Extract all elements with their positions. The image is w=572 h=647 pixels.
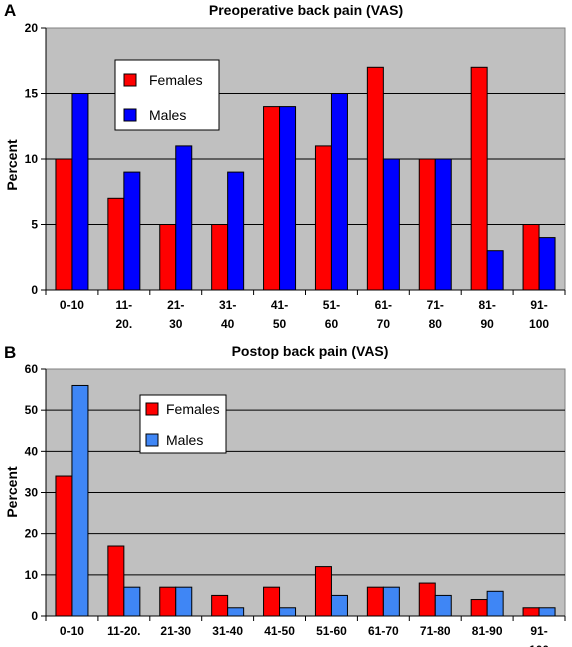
x-tick-label: 60	[325, 317, 339, 331]
x-tick-label: 100	[529, 317, 549, 331]
bar-females-1	[107, 545, 125, 617]
bar-males-8	[486, 250, 504, 291]
bar-females-7	[418, 582, 436, 617]
bar-females-5	[314, 566, 332, 617]
bar-females-5	[314, 145, 332, 291]
bar-males-9	[538, 237, 556, 291]
x-tick-label: 71-	[427, 298, 444, 312]
bar-females-8	[470, 66, 488, 291]
bar-females-2	[159, 586, 177, 617]
x-tick-label: 41-	[271, 298, 288, 312]
x-tick-label: 41-50	[264, 624, 295, 638]
panel-letter: A	[4, 1, 16, 20]
chart-title: Preoperative back pain (VAS)	[209, 2, 403, 18]
bar-females-8	[470, 599, 488, 617]
bar-males-2	[175, 586, 193, 617]
y-axis-label: Percent	[4, 466, 20, 518]
bar-males-9	[538, 607, 556, 617]
bar-females-7	[418, 158, 436, 291]
x-tick-label: 11-20.	[107, 624, 140, 638]
bar-males-1	[123, 171, 141, 291]
bar-females-9	[522, 224, 540, 291]
x-tick-label: 90	[480, 317, 494, 331]
x-tick-label: 31-40	[212, 624, 243, 638]
bar-females-6	[366, 66, 384, 291]
x-tick-label: 81-	[478, 298, 495, 312]
y-tick-label: 5	[31, 218, 38, 232]
bar-males-8	[486, 590, 504, 617]
bar-females-3	[211, 224, 229, 291]
bar-males-3	[227, 171, 245, 291]
bar-females-1	[107, 197, 125, 291]
legend-swatch-females	[123, 73, 137, 87]
y-tick-label: 20	[25, 21, 39, 35]
bar-females-4	[263, 106, 281, 291]
bar-females-4	[263, 586, 281, 617]
bar-males-6	[382, 158, 400, 291]
chart-panel-b: 0 10 20 30 40 50 60 0-10 11-20. 21-30 31-40 41-50 51…	[4, 343, 566, 647]
bar-males-7	[434, 594, 452, 617]
legend-label-females: Females	[149, 72, 203, 88]
y-tick-label: 0	[31, 283, 38, 297]
bar-females-0	[55, 158, 73, 291]
x-tick-label: 81-90	[472, 624, 503, 638]
x-tick-label: 51-	[323, 298, 340, 312]
x-tick-label: 21-	[167, 298, 184, 312]
x-tick-label: 50	[273, 317, 287, 331]
bar-males-0	[71, 384, 89, 617]
x-tick-label: 91-	[530, 624, 547, 638]
y-tick-label: 30	[25, 486, 39, 500]
bar-males-5	[330, 93, 348, 291]
bar-females-0	[55, 475, 73, 617]
bar-males-4	[279, 607, 297, 617]
x-tick-label: 80	[429, 317, 443, 331]
legend-swatch-males	[145, 433, 159, 447]
y-tick-label: 15	[25, 87, 39, 101]
x-tick-label: 51-60	[316, 624, 347, 638]
y-tick-label: 60	[25, 362, 39, 376]
legend-label-females: Females	[166, 401, 220, 417]
bar-males-2	[175, 145, 193, 291]
bar-males-7	[434, 158, 452, 291]
panel-letter: B	[4, 343, 16, 362]
bar-males-5	[330, 594, 348, 617]
y-tick-label: 10	[25, 152, 39, 166]
chart-title: Postop back pain (VAS)	[232, 343, 389, 359]
y-tick-label: 10	[25, 568, 39, 582]
x-tick-label: 20.	[116, 317, 133, 331]
x-tick-label: 11-	[116, 298, 133, 312]
x-tick-label: 61-	[375, 298, 392, 312]
y-axis-label: Percent	[4, 139, 20, 191]
x-tick-label: 91-	[530, 298, 547, 312]
x-tick-label: 100	[529, 643, 549, 647]
y-tick-label: 0	[31, 609, 38, 623]
x-tick-label: 61-70	[368, 624, 399, 638]
x-tick-label: 70	[377, 317, 391, 331]
x-tick-label: 30	[169, 317, 183, 331]
bar-males-3	[227, 607, 245, 617]
chart-panel-a: 0 5 10 15 20 0-10 11- 20. 21- 30 31- 40 41- 50 51- 60 61…	[4, 1, 566, 331]
y-tick-label: 50	[25, 403, 39, 417]
bar-males-4	[279, 106, 297, 291]
legend-swatch-males	[123, 108, 137, 122]
bar-females-9	[522, 607, 540, 617]
legend-swatch-females	[145, 402, 159, 416]
bar-females-6	[366, 586, 384, 617]
x-tick-label: 21-30	[160, 624, 191, 638]
y-tick-label: 20	[25, 527, 39, 541]
legend-label-males: Males	[149, 107, 186, 123]
x-tick-label: 0-10	[60, 298, 84, 312]
bar-males-0	[71, 93, 89, 291]
bar-females-2	[159, 224, 177, 291]
bar-males-1	[123, 586, 141, 617]
x-tick-label: 71-80	[420, 624, 451, 638]
x-tick-label: 0-10	[60, 624, 84, 638]
x-tick-label: 40	[221, 317, 235, 331]
x-tick-label: 31-	[219, 298, 236, 312]
legend-label-males: Males	[166, 432, 203, 448]
y-tick-label: 40	[25, 444, 39, 458]
bar-females-3	[211, 594, 229, 617]
bar-males-6	[382, 586, 400, 617]
